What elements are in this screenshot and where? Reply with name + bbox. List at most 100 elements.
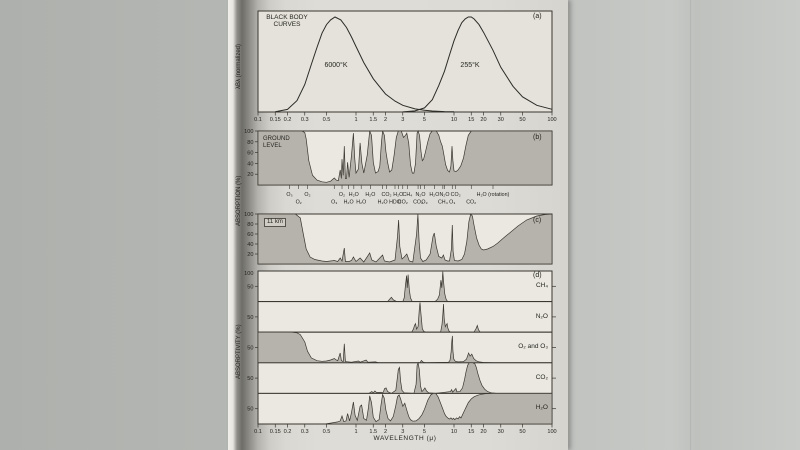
absorber-label: CO₂ xyxy=(398,200,408,206)
y-tick-label: 50 xyxy=(247,407,253,413)
absorber-label: H₂O xyxy=(429,192,439,198)
x-tick-label: 5 xyxy=(423,429,426,435)
y-tick-label: 100 xyxy=(244,271,253,277)
panel-letter-c: (c) xyxy=(533,217,542,224)
y-tick-label: 80 xyxy=(247,222,253,228)
x-tick-label: 100 xyxy=(547,429,556,435)
x-tick-label: 1.5 xyxy=(369,117,377,123)
absorptivity-area xyxy=(258,271,552,302)
altitude-11km-label: 11 km xyxy=(264,218,286,227)
y-tick-label: 50 xyxy=(247,284,253,290)
x-tick-label: 2 xyxy=(384,117,387,123)
absorber-label: CO₂ xyxy=(413,200,423,206)
panel-a-frame xyxy=(257,10,553,113)
absorber-label: N₂O xyxy=(415,192,425,198)
x-tick-label: 1 xyxy=(354,117,357,123)
absorber-label: CH₄ xyxy=(403,192,413,198)
panel-letter-b: (b) xyxy=(533,134,542,141)
x-tick-label: 3 xyxy=(401,429,404,435)
x-tick-label: 0.15 xyxy=(270,429,281,435)
y-tick-label: 50 xyxy=(247,315,253,321)
y-tick-label: 20 xyxy=(247,172,253,178)
absorber-label: H₂O xyxy=(378,200,388,206)
backdrop-right xyxy=(568,0,800,450)
x-tick-label: 30 xyxy=(498,429,504,435)
x-tick-label: 0.2 xyxy=(284,429,292,435)
y-axis-label-absorptivity: ABSORPTIVITY (%) xyxy=(236,324,242,380)
y-tick-label: 50 xyxy=(247,346,253,352)
blackbody-curve xyxy=(275,16,455,113)
y-axis-label-blackbody: λBλ (normalized) xyxy=(236,43,242,89)
y-axis-label-absorption: ABSORPTION (%) xyxy=(236,175,242,227)
absorber-label: CO₂ xyxy=(451,192,461,198)
subpanel-frame xyxy=(257,301,553,333)
x-tick-label: 0.3 xyxy=(301,117,309,123)
x-tick-label: 0.1 xyxy=(254,429,262,435)
absorber-label: CH₄ xyxy=(438,200,448,206)
absorber-label: N₂O xyxy=(439,192,449,198)
x-tick-label: 15 xyxy=(468,117,474,123)
x-tick-label: 2 xyxy=(384,429,387,435)
gas-label-ch4: CH₄ xyxy=(535,282,548,289)
x-tick-label: 0.3 xyxy=(301,429,309,435)
blackbody-curves-title: BLACK BODY CURVES xyxy=(266,14,308,29)
absorber-label: O₂ xyxy=(304,192,310,198)
absorptivity-area xyxy=(258,302,552,333)
absorber-label: H₂O xyxy=(356,200,366,206)
y-tick-label: 20 xyxy=(247,252,253,258)
x-tick-label: 0.15 xyxy=(270,117,281,123)
curve-label-255k: 255°K xyxy=(460,62,480,69)
x-tick-label: 100 xyxy=(547,117,556,123)
absorber-label: O₃ xyxy=(286,192,292,198)
x-tick-label: 0.5 xyxy=(323,429,331,435)
y-tick-label: 60 xyxy=(247,151,253,157)
y-tick-label: 80 xyxy=(247,140,253,146)
x-tick-label: 50 xyxy=(519,429,525,435)
y-tick-label: 100 xyxy=(244,212,253,218)
x-tick-label: 0.5 xyxy=(323,117,331,123)
absorber-label: CO₂ xyxy=(382,192,392,198)
subpanel-frame xyxy=(257,362,553,394)
x-tick-label: 0.1 xyxy=(254,117,262,123)
x-tick-label: 10 xyxy=(451,429,457,435)
x-tick-label: 10 xyxy=(451,117,457,123)
panel-letter-d: (d) xyxy=(533,272,542,279)
absorber-label: O₂ xyxy=(296,200,302,206)
absorber-label: O₃ xyxy=(421,200,427,206)
x-axis-label-wavelength: WAVELENGTH (μ) xyxy=(373,435,437,442)
absorber-label: O₃ xyxy=(331,200,337,206)
absorber-label: H₂O xyxy=(349,192,359,198)
backdrop-seam xyxy=(690,0,691,450)
x-tick-label: 0.2 xyxy=(284,117,292,123)
absorption-area-ground xyxy=(257,130,553,186)
y-tick-label: 40 xyxy=(247,242,253,248)
y-tick-label: 40 xyxy=(247,161,253,167)
absorber-label: O₂ xyxy=(339,192,345,198)
absorber-label: CO₂ xyxy=(466,200,476,206)
x-tick-label: 50 xyxy=(519,117,525,123)
absorber-label: H₂O xyxy=(344,200,354,206)
x-tick-label: 5 xyxy=(423,117,426,123)
ground-level-label: GROUND LEVEL xyxy=(263,136,290,149)
blackbody-curve xyxy=(402,16,553,113)
absorber-label: H₂O xyxy=(393,192,403,198)
x-tick-label: 3 xyxy=(401,117,404,123)
x-tick-label: 15 xyxy=(468,429,474,435)
y-tick-label: 100 xyxy=(244,129,253,135)
x-tick-label: 20 xyxy=(480,117,486,123)
x-tick-label: 30 xyxy=(498,117,504,123)
x-tick-label: 20 xyxy=(480,429,486,435)
gas-label-n2o: N₂O xyxy=(535,313,548,320)
absorber-label: H₂O (rotation) xyxy=(477,192,510,198)
y-tick-label: 60 xyxy=(247,232,253,238)
gas-label-co2: CO₂ xyxy=(535,374,548,381)
gas-label-o2-o3: O₂ and O₃ xyxy=(518,343,548,350)
curve-label-6000k: 6000°K xyxy=(324,62,348,69)
x-tick-label: 1.5 xyxy=(369,429,377,435)
absorptivity-area xyxy=(258,393,553,425)
y-tick-label: 50 xyxy=(247,376,253,382)
x-tick-label: 1 xyxy=(354,429,357,435)
absorber-label: H₂O xyxy=(365,192,375,198)
gas-label-h2o: H₂O xyxy=(535,404,548,411)
